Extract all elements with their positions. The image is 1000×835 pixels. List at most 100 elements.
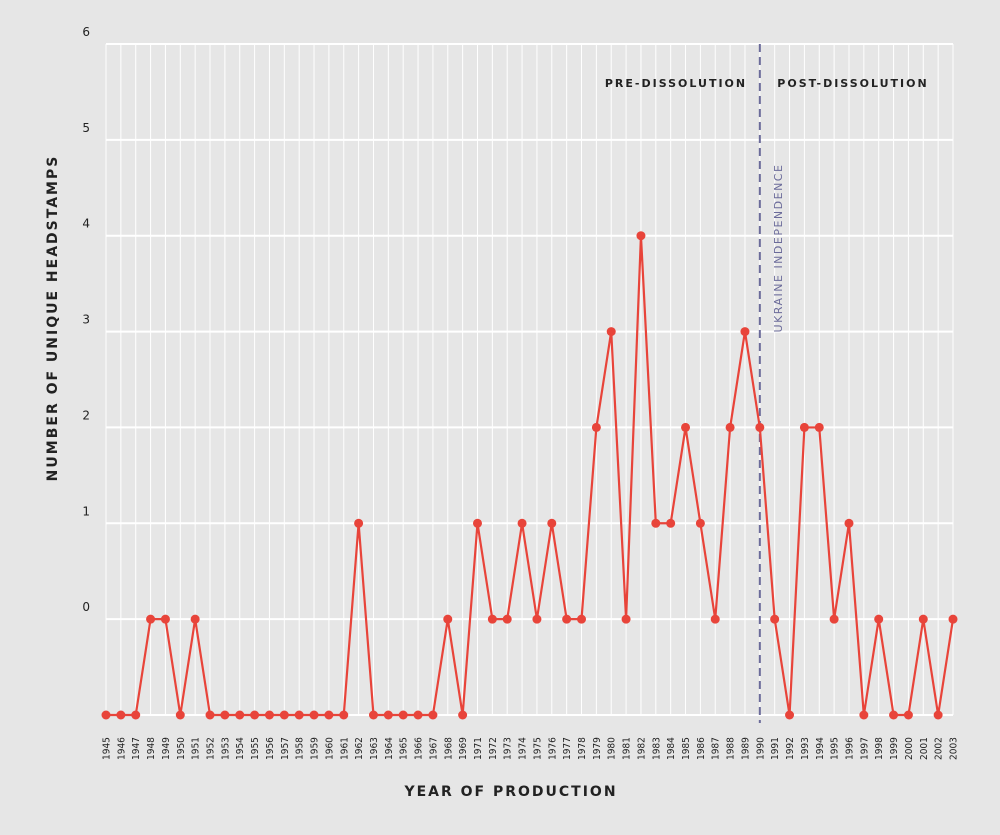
x-tick-label: 1953 (220, 737, 231, 760)
data-point (250, 710, 260, 720)
data-point (621, 614, 631, 624)
x-tick-label: 1978 (577, 737, 588, 760)
x-tick-label: 1955 (250, 737, 261, 760)
y-tick-label: 2 (82, 408, 90, 422)
data-point (428, 710, 438, 720)
data-point (175, 710, 185, 720)
x-tick-label: 1983 (651, 737, 662, 760)
horizontal-gridlines (106, 43, 953, 716)
pre-dissolution-label: PRE-DISSOLUTION (605, 77, 747, 90)
data-point (131, 710, 141, 720)
x-tick-label: 1966 (414, 737, 425, 760)
x-tick-label: 2000 (904, 737, 915, 760)
y-tick-labels: 0 1 2 3 4 5 6 (82, 25, 90, 614)
data-point (606, 327, 616, 337)
data-point (190, 614, 200, 624)
data-point (264, 710, 274, 720)
x-tick-label: 1951 (191, 737, 202, 760)
data-point (666, 518, 676, 528)
data-point (235, 710, 245, 720)
data-point (636, 231, 646, 241)
x-tick-label: 1968 (443, 737, 454, 760)
data-point (487, 614, 497, 624)
x-tick-label: 1971 (473, 737, 484, 760)
x-tick-label: 1965 (399, 737, 410, 760)
y-tick-label: 4 (82, 217, 90, 231)
vertical-gridlines (105, 44, 954, 715)
x-tick-label: 1949 (161, 737, 172, 760)
x-tick-label: 1962 (354, 737, 365, 760)
post-dissolution-label: POST-DISSOLUTION (777, 77, 928, 90)
data-point (755, 422, 765, 432)
x-tick-label: 1957 (280, 737, 291, 760)
data-point (562, 614, 572, 624)
data-points (101, 231, 958, 720)
x-tick-label: 1956 (265, 737, 276, 760)
data-point (799, 422, 809, 432)
x-tick-label: 1960 (324, 737, 335, 760)
data-point (517, 518, 527, 528)
x-tick-label: 1997 (859, 737, 870, 760)
data-point (814, 422, 824, 432)
x-tick-label: 1998 (874, 737, 885, 760)
x-tick-label: 1999 (889, 737, 900, 760)
data-point (532, 614, 542, 624)
x-tick-label: 1989 (740, 737, 751, 760)
x-tick-label: 1958 (295, 737, 306, 760)
x-tick-label: 1981 (622, 737, 633, 760)
y-tick-label: 6 (82, 25, 90, 39)
series-line-group (106, 234, 955, 717)
data-point (710, 614, 720, 624)
x-tick-label: 1969 (458, 737, 469, 760)
data-point (695, 518, 705, 528)
data-point (279, 710, 289, 720)
data-point (547, 518, 557, 528)
x-tick-label: 1945 (102, 737, 113, 760)
x-tick-label: 1959 (310, 737, 321, 760)
data-point (874, 614, 884, 624)
x-tick-label: 1994 (815, 737, 826, 760)
x-tick-label: 1980 (607, 737, 618, 760)
x-tick-label: 1982 (636, 737, 647, 760)
x-tick-label: 1979 (592, 737, 603, 760)
data-point (948, 614, 958, 624)
x-tick-label: 2003 (949, 737, 960, 760)
x-tick-label: 1961 (339, 737, 350, 760)
x-tick-label: 2001 (919, 737, 930, 760)
data-point (339, 710, 349, 720)
data-point (160, 614, 170, 624)
data-point (398, 710, 408, 720)
y-tick-label: 3 (82, 313, 90, 327)
x-tick-label: 1985 (681, 737, 692, 760)
x-tick-label: 1974 (518, 737, 529, 760)
data-point (443, 614, 453, 624)
data-point (740, 327, 750, 337)
data-point (651, 518, 661, 528)
data-point (146, 614, 156, 624)
x-tick-label: 1946 (116, 737, 127, 760)
data-point (354, 518, 364, 528)
data-point (770, 614, 780, 624)
data-point (383, 710, 393, 720)
x-tick-label: 1993 (800, 737, 811, 760)
data-point (844, 518, 854, 528)
x-tick-label: 1972 (488, 737, 499, 760)
x-tick-label: 1963 (369, 737, 380, 760)
y-tick-label: 5 (82, 121, 90, 135)
data-point (101, 710, 111, 720)
data-point (309, 710, 319, 720)
data-point (859, 710, 869, 720)
data-point (220, 710, 230, 720)
x-tick-label: 1950 (176, 737, 187, 760)
data-point (413, 710, 423, 720)
x-tick-label: 1990 (755, 737, 766, 760)
data-point (918, 614, 928, 624)
data-point (116, 710, 126, 720)
event-label: UKRAINE INDEPENDENCE (772, 164, 785, 333)
data-point (502, 614, 512, 624)
y-axis-title: NUMBER OF UNIQUE HEADSTAMPS (45, 155, 61, 482)
data-point (889, 710, 899, 720)
data-point (205, 710, 215, 720)
x-tick-label: 1954 (235, 737, 246, 760)
